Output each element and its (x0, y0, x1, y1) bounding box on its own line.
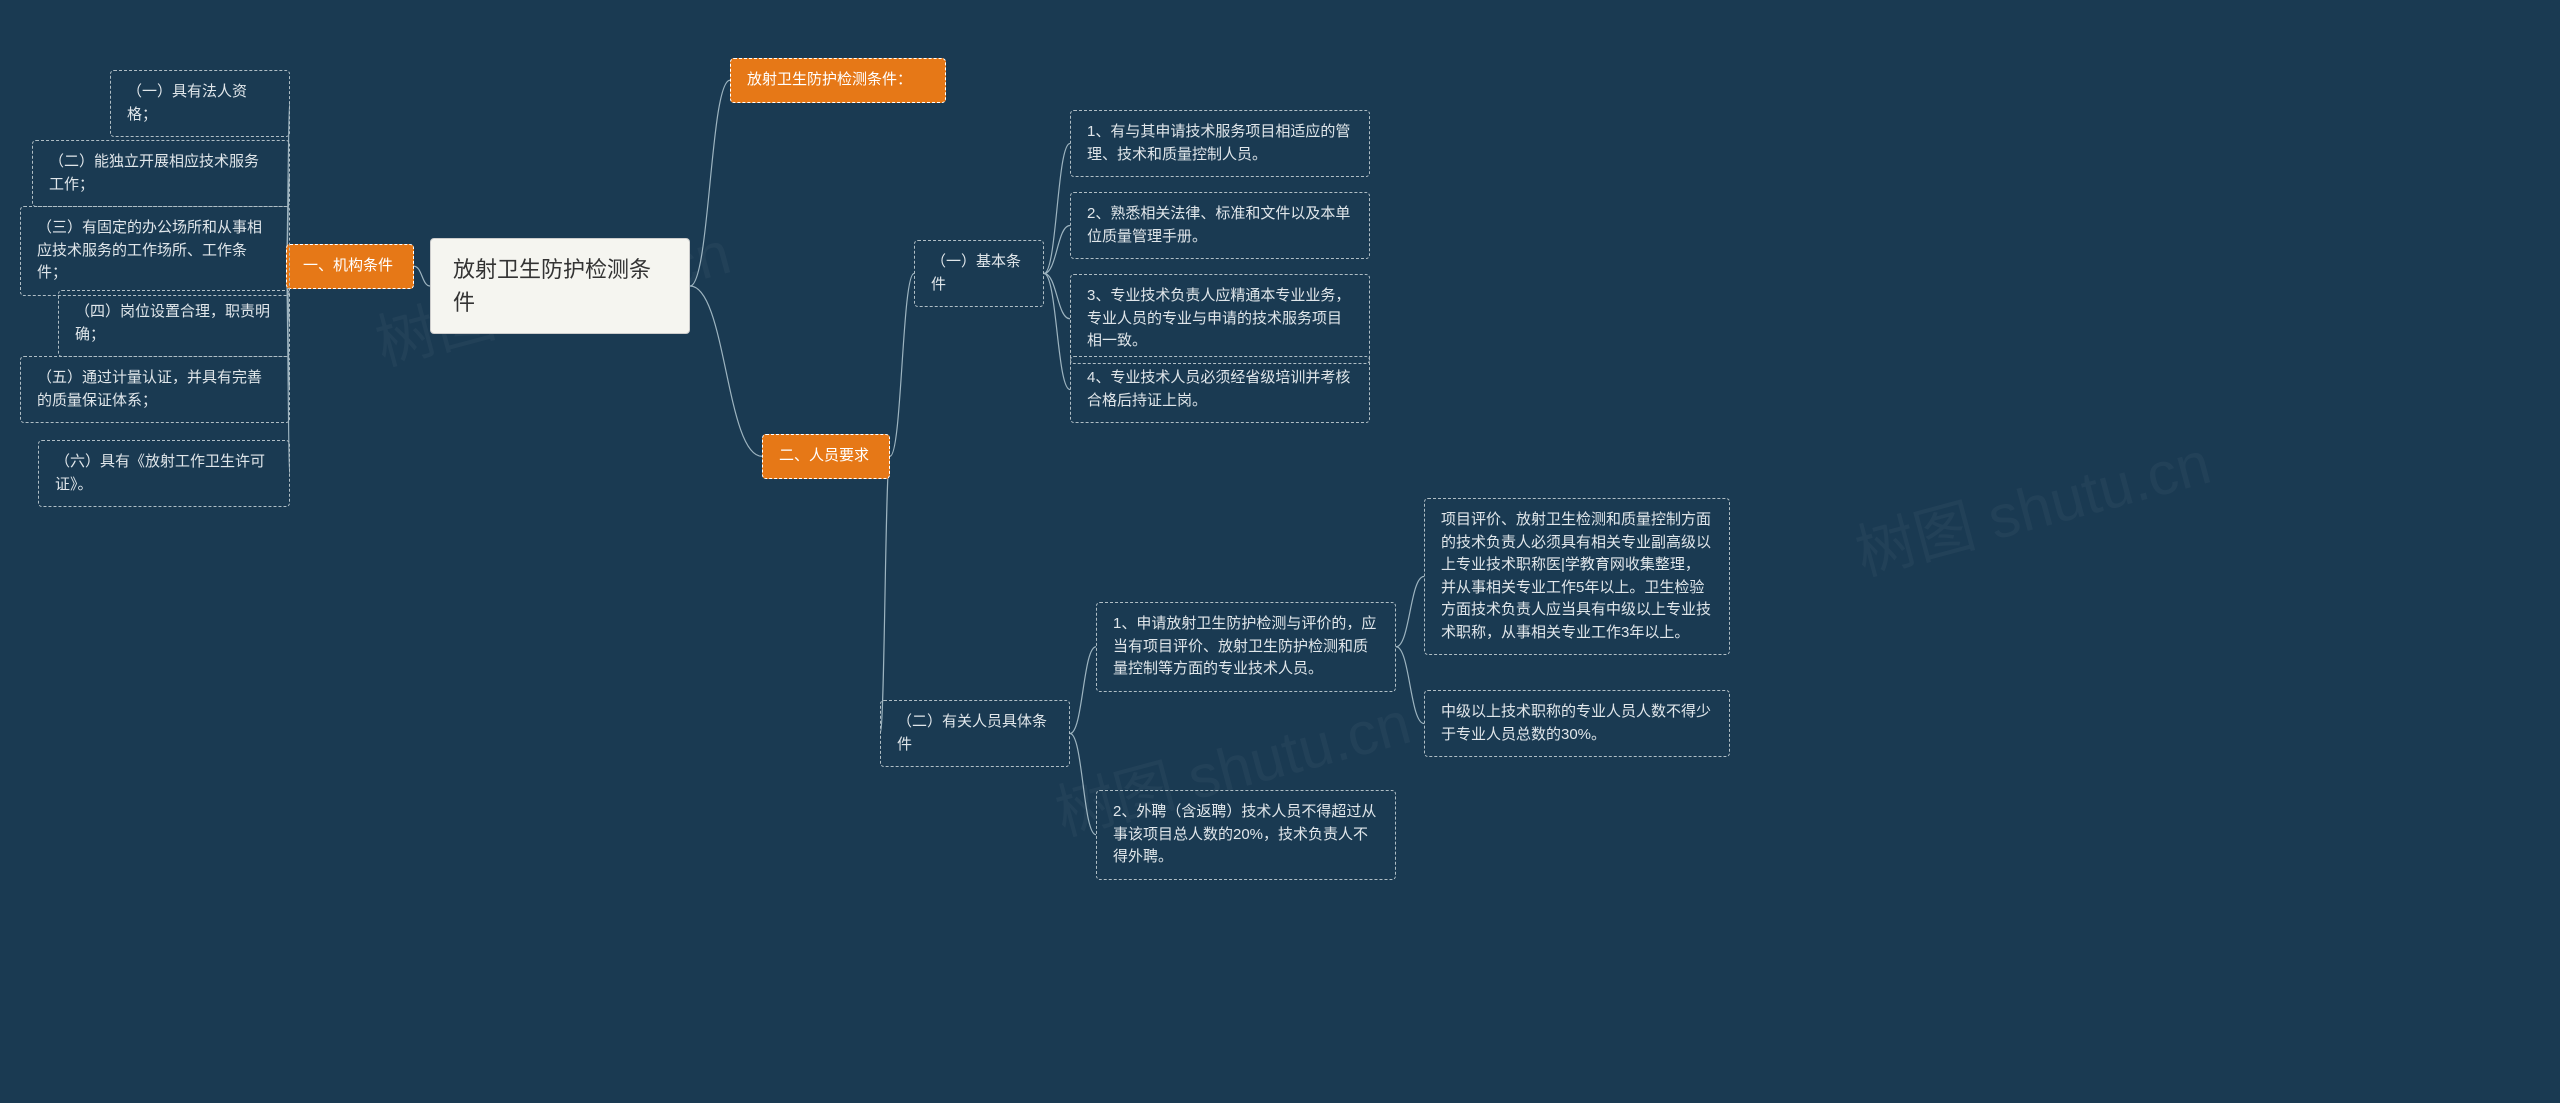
node-pers: 二、人员要求 (762, 434, 890, 479)
node-org1: （一）具有法人资格； (110, 70, 290, 137)
node-org2: （二）能独立开展相应技术服务工作； (32, 140, 290, 207)
node-b1: 1、有与其申请技术服务项目相适应的管理、技术和质量控制人员。 (1070, 110, 1370, 177)
node-s1a: 项目评价、放射卫生检测和质量控制方面的技术负责人必须具有相关专业副高级以上专业技… (1424, 498, 1730, 655)
node-s2: 2、外聘（含返聘）技术人员不得超过从事该项目总人数的20%，技术负责人不得外聘。 (1096, 790, 1396, 880)
node-s1: 1、申请放射卫生防护检测与评价的，应当有项目评价、放射卫生防护检测和质量控制等方… (1096, 602, 1396, 692)
node-org5: （五）通过计量认证，并具有完善的质量保证体系； (20, 356, 290, 423)
node-head: 放射卫生防护检测条件： (730, 58, 946, 103)
node-b2: 2、熟悉相关法律、标准和文件以及本单位质量管理手册。 (1070, 192, 1370, 259)
node-org6: （六）具有《放射工作卫生许可证》。 (38, 440, 290, 507)
watermark: 树图 shutu.cn (1845, 414, 2219, 592)
node-root: 放射卫生防护检测条件 (430, 238, 690, 334)
node-spec: （二）有关人员具体条件 (880, 700, 1070, 767)
node-org: 一、机构条件 (286, 244, 414, 289)
node-b3: 3、专业技术负责人应精通本专业业务，专业人员的专业与申请的技术服务项目相一致。 (1070, 274, 1370, 364)
node-s1b: 中级以上技术职称的专业人员人数不得少于专业人员总数的30%。 (1424, 690, 1730, 757)
node-org4: （四）岗位设置合理，职责明确； (58, 290, 290, 357)
node-org3: （三）有固定的办公场所和从事相应技术服务的工作场所、工作条件； (20, 206, 290, 296)
node-b4: 4、专业技术人员必须经省级培训并考核合格后持证上岗。 (1070, 356, 1370, 423)
node-basic: （一）基本条件 (914, 240, 1044, 307)
